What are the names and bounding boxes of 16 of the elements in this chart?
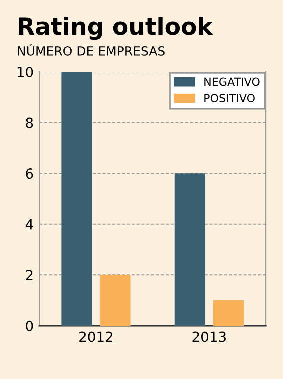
legend-label: NEGATIVO <box>204 78 260 86</box>
bar <box>100 275 131 326</box>
chart-title: Rating outlook <box>19 17 214 40</box>
bar <box>62 72 92 326</box>
x-tick-label: 2012 <box>80 332 112 342</box>
x-tick-label: 2013 <box>192 332 226 342</box>
bar <box>174 174 206 326</box>
y-tick-label: 6 <box>26 168 34 180</box>
y-tick-label: 8 <box>26 118 34 128</box>
chart-subtitle: NÚMERO DE EMPRESAS <box>18 44 165 56</box>
y-tick-label: 4 <box>26 220 34 230</box>
legend-label: POSITIVO <box>204 94 255 102</box>
bar <box>213 300 244 326</box>
y-tick-label: 10 <box>18 66 34 78</box>
y-tick-label: 0 <box>26 320 34 332</box>
y-tick-label: 2 <box>26 270 33 280</box>
